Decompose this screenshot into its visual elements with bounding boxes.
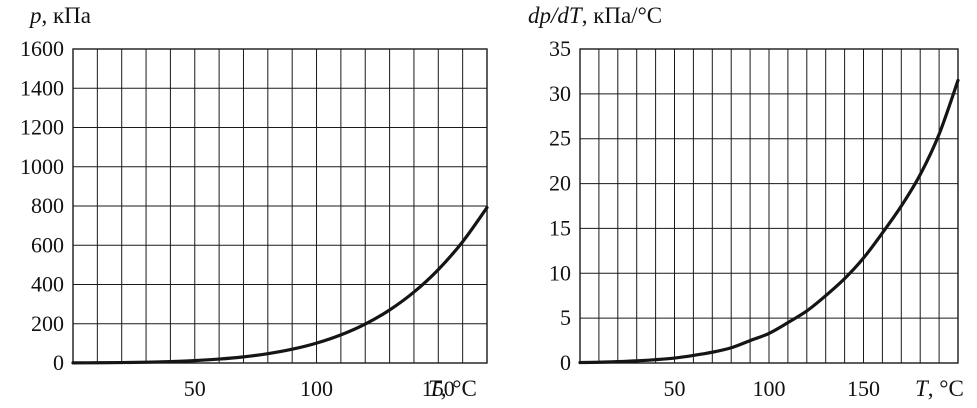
pressure-y-tick-label: 1000 (20, 154, 64, 179)
derivative-x-tick-label: 50 (664, 376, 686, 401)
pressure-x-tick-label: 150 (422, 376, 455, 401)
derivative-plot-frame (579, 48, 959, 364)
pressure-y-axis-label: p, кПа (28, 3, 91, 28)
derivative-x-axis-label: T, °C (915, 376, 964, 401)
pressure-x-tick-label: 50 (184, 376, 206, 401)
pressure-y-tick-label: 200 (31, 311, 64, 336)
derivative-y-unit: , кПа/°C (582, 3, 662, 28)
derivative-y-tick-label: 20 (549, 171, 571, 196)
derivative-x-unit: , °C (928, 376, 964, 401)
derivative-y-tick-label: 0 (560, 350, 571, 375)
derivative-x-var: T (915, 376, 930, 401)
derivative-x-tick-label: 100 (753, 376, 786, 401)
pressure-curve (71, 205, 489, 365)
derivative-y-var: dp/dT (528, 3, 584, 28)
derivative-x-tick-label: 150 (847, 376, 880, 401)
pressure-x-axis-label: T, °C (428, 376, 477, 401)
pressure-y-tick-label: 1600 (20, 36, 64, 61)
derivative-chart: 0 5 10 15 20 25 30 35 50 100 150 dp/dT, кПа/°C T, °C (528, 3, 964, 401)
pressure-y-var: p (28, 3, 42, 28)
pressure-x-tick-label: 100 (300, 376, 333, 401)
pressure-y-tick-label: 0 (53, 350, 64, 375)
derivative-curve (578, 78, 960, 365)
pressure-y-unit: , кПа (42, 3, 92, 28)
pressure-y-tick-label: 800 (31, 193, 64, 218)
derivative-y-tick-label: 25 (549, 126, 571, 151)
pressure-x-var: T (428, 376, 443, 401)
pressure-y-tick-label: 1200 (20, 115, 64, 140)
pressure-y-tick-label: 400 (31, 272, 64, 297)
derivative-y-tick-label: 5 (560, 305, 571, 330)
derivative-y-axis-label: dp/dT, кПа/°C (528, 3, 662, 28)
derivative-y-tick-label: 15 (549, 215, 571, 240)
derivative-y-tick-label: 35 (549, 36, 571, 61)
pressure-y-tick-label: 1400 (20, 75, 64, 100)
pressure-x-unit: , °C (441, 376, 477, 401)
derivative-y-tick-label: 10 (549, 260, 571, 285)
pressure-y-tick-label: 600 (31, 232, 64, 257)
derivative-y-tick-label: 30 (549, 81, 571, 106)
